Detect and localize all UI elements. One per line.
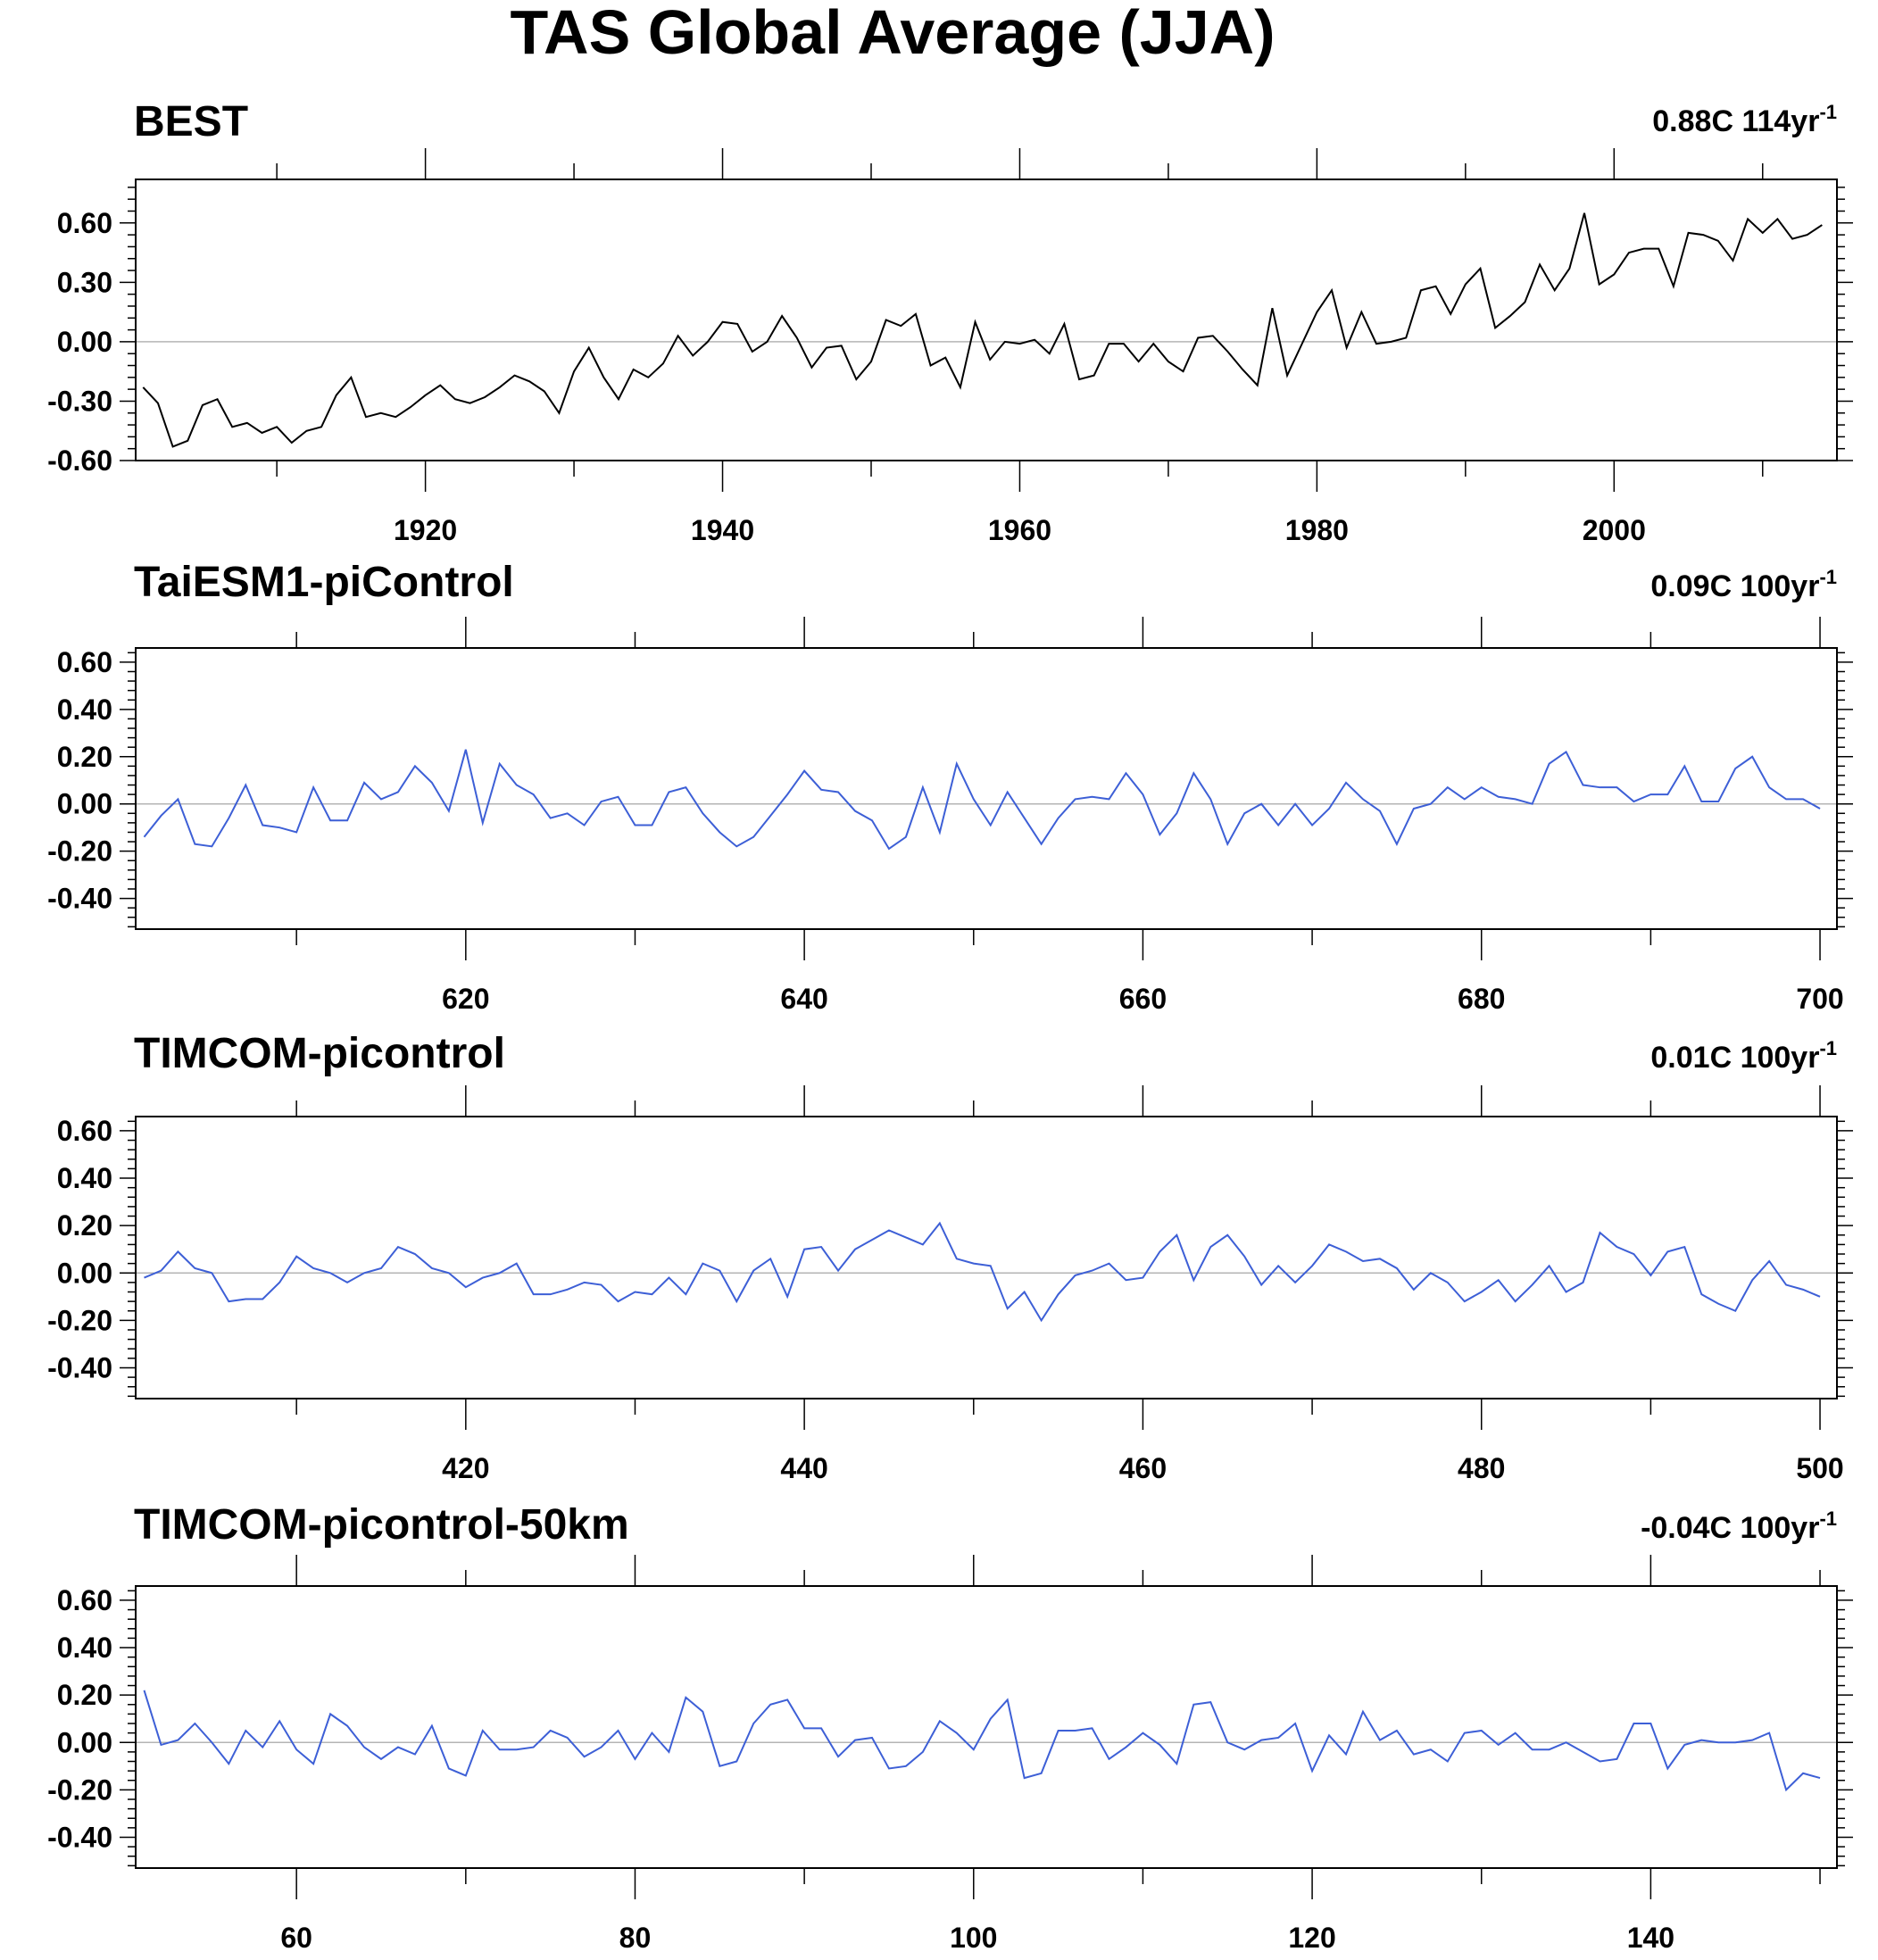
panel-title: TIMCOM-picontrol-50km <box>134 1501 629 1549</box>
y-tick-label: -0.30 <box>47 385 112 417</box>
x-tick-label: 100 <box>950 1922 997 1954</box>
y-tick-label: 0.20 <box>57 1679 112 1711</box>
x-tick-label: 140 <box>1627 1922 1674 1954</box>
panel-title: TaiESM1-piControl <box>134 559 514 606</box>
trend-label: 0.01C 100yr-1 <box>1650 1037 1837 1075</box>
series-line <box>143 749 1821 851</box>
plot-frame <box>135 647 1838 930</box>
x-tick-label: 1980 <box>1285 514 1349 546</box>
y-tick-label: 0.00 <box>57 326 112 358</box>
panel-title: TIMCOM-picontrol <box>134 1030 505 1077</box>
y-tick-label: 0.20 <box>57 741 112 773</box>
x-tick-label: 80 <box>619 1922 652 1954</box>
x-tick-label: 1920 <box>394 514 457 546</box>
y-tick-label: 0.40 <box>57 693 112 726</box>
x-tick-label: 1940 <box>691 514 754 546</box>
y-tick-label: 0.60 <box>57 1584 112 1616</box>
y-tick-label: -0.20 <box>47 1773 112 1806</box>
y-tick-label: -0.20 <box>47 1304 112 1336</box>
y-tick-label: -0.40 <box>47 1821 112 1853</box>
series-line <box>144 1221 1821 1323</box>
x-tick-label: 1960 <box>988 514 1051 546</box>
x-tick-label: 640 <box>780 983 827 1015</box>
y-tick-label: 0.00 <box>57 788 112 820</box>
series-line <box>142 212 1823 448</box>
x-tick-label: 420 <box>442 1452 489 1484</box>
y-tick-label: 0.60 <box>57 646 112 678</box>
x-tick-label: 620 <box>442 983 489 1015</box>
x-tick-label: 2000 <box>1583 514 1646 546</box>
x-tick-label: 660 <box>1119 983 1167 1015</box>
x-tick-label: 480 <box>1458 1452 1505 1484</box>
panel-timcom-picontrol-50km: TIMCOM-picontrol-50km -0.04C 100yr-1 -0.… <box>47 1501 1853 1954</box>
x-tick-label: 500 <box>1796 1452 1843 1484</box>
y-tick-label: 0.20 <box>57 1209 112 1242</box>
y-tick-label: -0.20 <box>47 835 112 868</box>
x-tick-label: 680 <box>1458 983 1505 1015</box>
y-tick-label: 0.30 <box>57 266 112 298</box>
plot-frame <box>135 1116 1838 1399</box>
panel-taiesm1-picontrol: TaiESM1-piControl 0.09C 100yr-1 -0.40 -0.… <box>47 559 1853 1015</box>
x-tick-label: 700 <box>1796 983 1843 1015</box>
plot-frame <box>135 1585 1838 1869</box>
x-tick-label: 120 <box>1288 1922 1335 1954</box>
y-tick-label: 0.60 <box>57 1115 112 1147</box>
y-tick-label: 0.40 <box>57 1162 112 1194</box>
trend-label: 0.09C 100yr-1 <box>1650 566 1837 603</box>
y-tick-label: -0.40 <box>47 1351 112 1383</box>
figure-title: TAS Global Average (JJA) <box>510 0 1275 67</box>
series-line <box>143 1690 1821 1792</box>
trend-label: 0.88C 114yr-1 <box>1652 101 1837 138</box>
panel-best: BEST 0.88C 114yr-1 -0.60 -0.30 0.00 0.30 0.6… <box>47 98 1853 546</box>
x-tick-label: 60 <box>280 1922 312 1954</box>
y-tick-label: 0.60 <box>57 207 112 239</box>
panel-timcom-picontrol: TIMCOM-picontrol 0.01C 100yr-1 -0.40 -0.2… <box>47 1030 1853 1484</box>
panel-title: BEST <box>134 98 248 145</box>
y-tick-label: 0.00 <box>57 1726 112 1758</box>
x-tick-label: 460 <box>1119 1452 1167 1484</box>
x-tick-label: 440 <box>780 1452 827 1484</box>
plot-frame <box>135 179 1838 461</box>
y-tick-label: 0.40 <box>57 1632 112 1664</box>
y-tick-label: 0.00 <box>57 1257 112 1289</box>
y-tick-label: -0.40 <box>47 883 112 915</box>
y-tick-label: -0.60 <box>47 444 112 477</box>
trend-label: -0.04C 100yr-1 <box>1641 1507 1837 1545</box>
